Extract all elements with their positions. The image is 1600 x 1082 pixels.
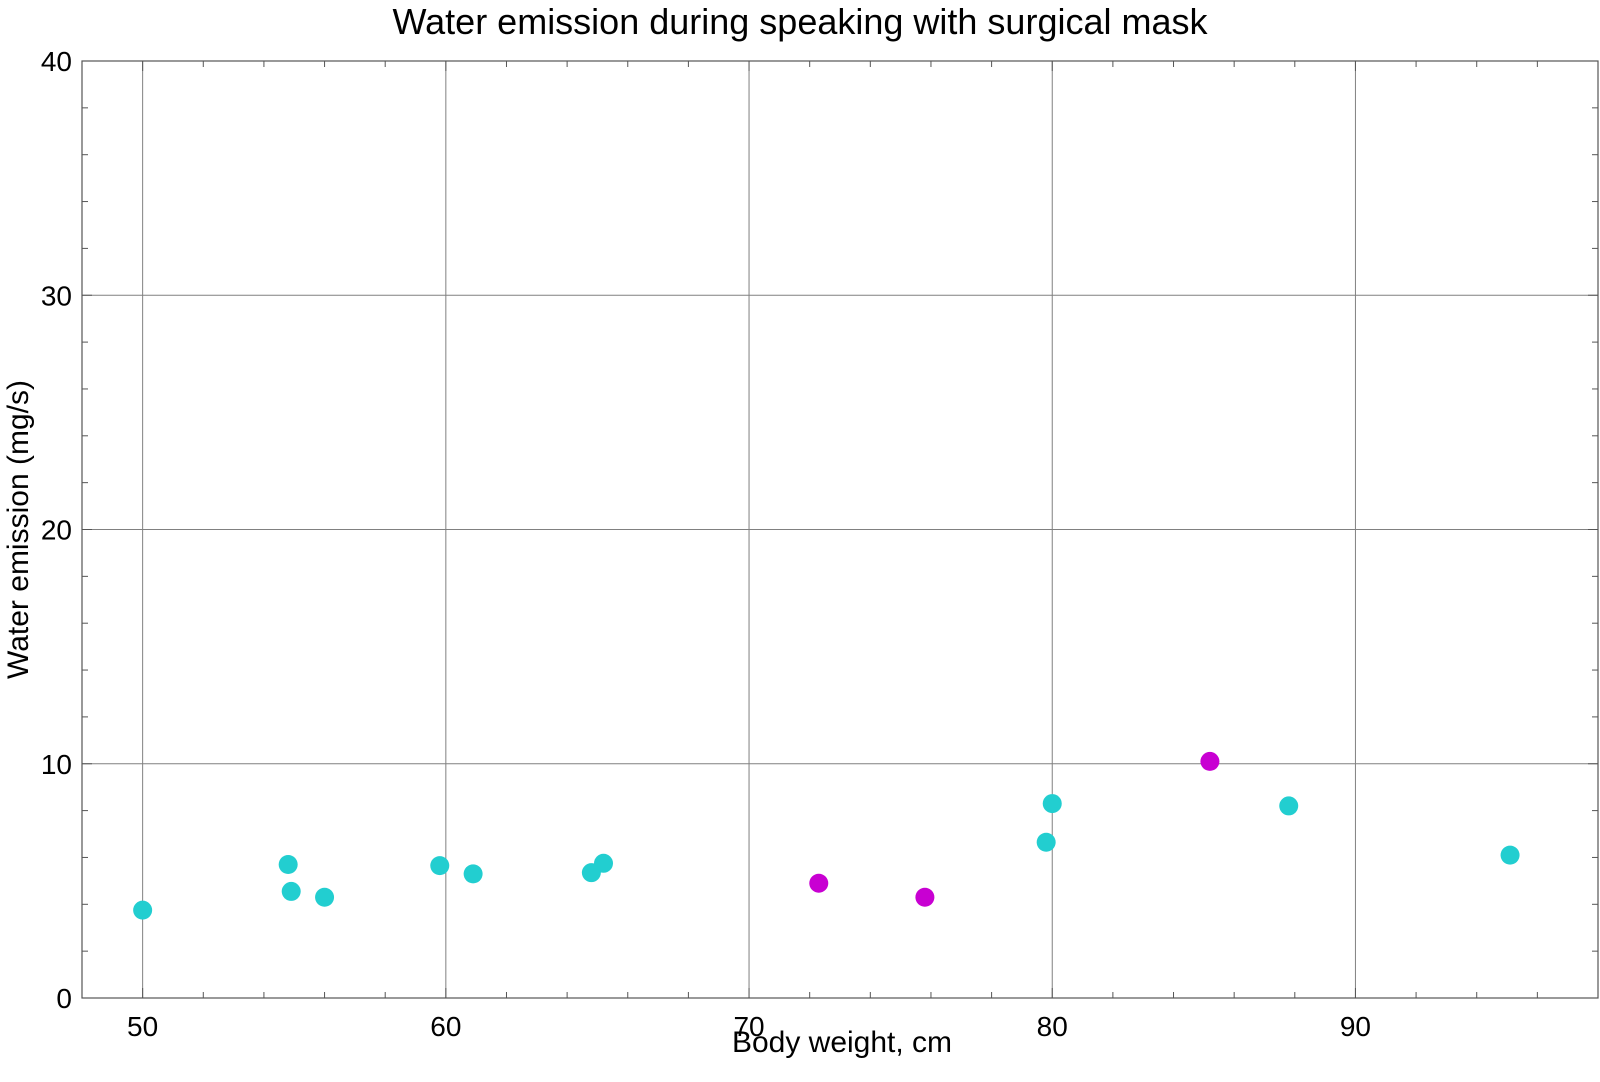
data-point xyxy=(281,881,301,901)
data-points xyxy=(133,751,1520,920)
data-point xyxy=(463,864,483,884)
data-point xyxy=(430,856,450,876)
x-tick-label: 50 xyxy=(127,1011,158,1042)
x-axis-label: Body weight, cm xyxy=(732,1026,952,1059)
y-tick-label: 10 xyxy=(41,749,72,780)
data-point xyxy=(1279,796,1299,816)
data-point xyxy=(809,873,829,893)
x-tick-label: 80 xyxy=(1037,1011,1068,1042)
tick-labels: 50 60 70 80 90 0 10 20 30 40 xyxy=(41,46,1371,1042)
y-tick-label: 20 xyxy=(41,515,72,546)
plot-frame xyxy=(81,60,1599,999)
data-point xyxy=(315,887,335,907)
x-tick-label: 70 xyxy=(733,1011,764,1042)
y-tick-label: 30 xyxy=(41,280,72,311)
data-point xyxy=(594,853,614,873)
x-tick-label: 90 xyxy=(1340,1011,1371,1042)
grid-lines xyxy=(82,60,1598,999)
data-point xyxy=(1036,832,1056,852)
y-tick-label: 40 xyxy=(41,46,72,77)
data-point xyxy=(915,887,935,907)
data-point xyxy=(1042,794,1062,814)
y-axis-label: Water emission (mg/s) xyxy=(2,380,35,679)
x-tick-label: 60 xyxy=(430,1011,461,1042)
y-tick-label: 0 xyxy=(56,983,72,1014)
data-point xyxy=(1200,751,1220,771)
chart-title: Water emission during speaking with surg… xyxy=(392,1,1208,42)
minor-ticks xyxy=(81,60,1599,999)
data-point xyxy=(133,900,153,920)
data-point xyxy=(1500,845,1520,865)
data-point xyxy=(278,854,298,874)
